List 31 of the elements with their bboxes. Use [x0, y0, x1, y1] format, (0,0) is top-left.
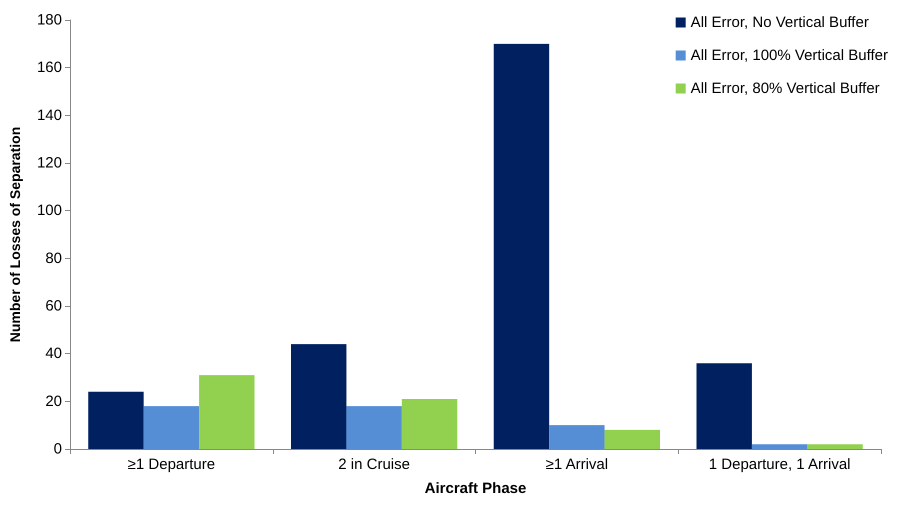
x-tick-label: 2 in Cruise: [338, 456, 410, 473]
y-tick-label: 40: [45, 345, 62, 362]
y-axis-title: Number of Losses of Separation: [7, 126, 23, 342]
x-tick-label: 1 Departure, 1 Arrival: [708, 456, 850, 473]
y-tick-label: 20: [45, 392, 62, 410]
y-tick-label: 160: [36, 59, 62, 76]
y-tick-label: 80: [45, 250, 62, 267]
bar: [199, 375, 255, 449]
legend-label: All Error, No Vertical Buffer: [690, 14, 869, 31]
y-tick-label: 120: [36, 154, 62, 172]
y-tick-label: 100: [36, 202, 62, 220]
bar: [807, 444, 863, 449]
x-axis-title: Aircraft Phase: [424, 480, 526, 497]
bar: [402, 398, 458, 449]
bar: [291, 344, 346, 449]
legend-label: All Error, 80% Vertical Buffer: [690, 80, 880, 97]
y-tick-label: 0: [54, 440, 62, 458]
bar: [604, 430, 660, 449]
bar: [144, 406, 200, 449]
x-tick-label: ≥1 Arrival: [546, 456, 608, 473]
bar: [752, 444, 808, 449]
y-tick-label: 180: [36, 12, 62, 28]
y-tick-label: 140: [36, 106, 62, 124]
y-tick-label: 60: [45, 298, 62, 314]
x-tick-label: ≥1 Departure: [128, 456, 216, 473]
bar: [346, 406, 402, 449]
legend-label: All Error, 100% Vertical Buffer: [690, 47, 888, 64]
bar: [696, 363, 752, 449]
bar: [88, 392, 144, 449]
bar: [494, 44, 550, 449]
bar: [549, 425, 605, 449]
